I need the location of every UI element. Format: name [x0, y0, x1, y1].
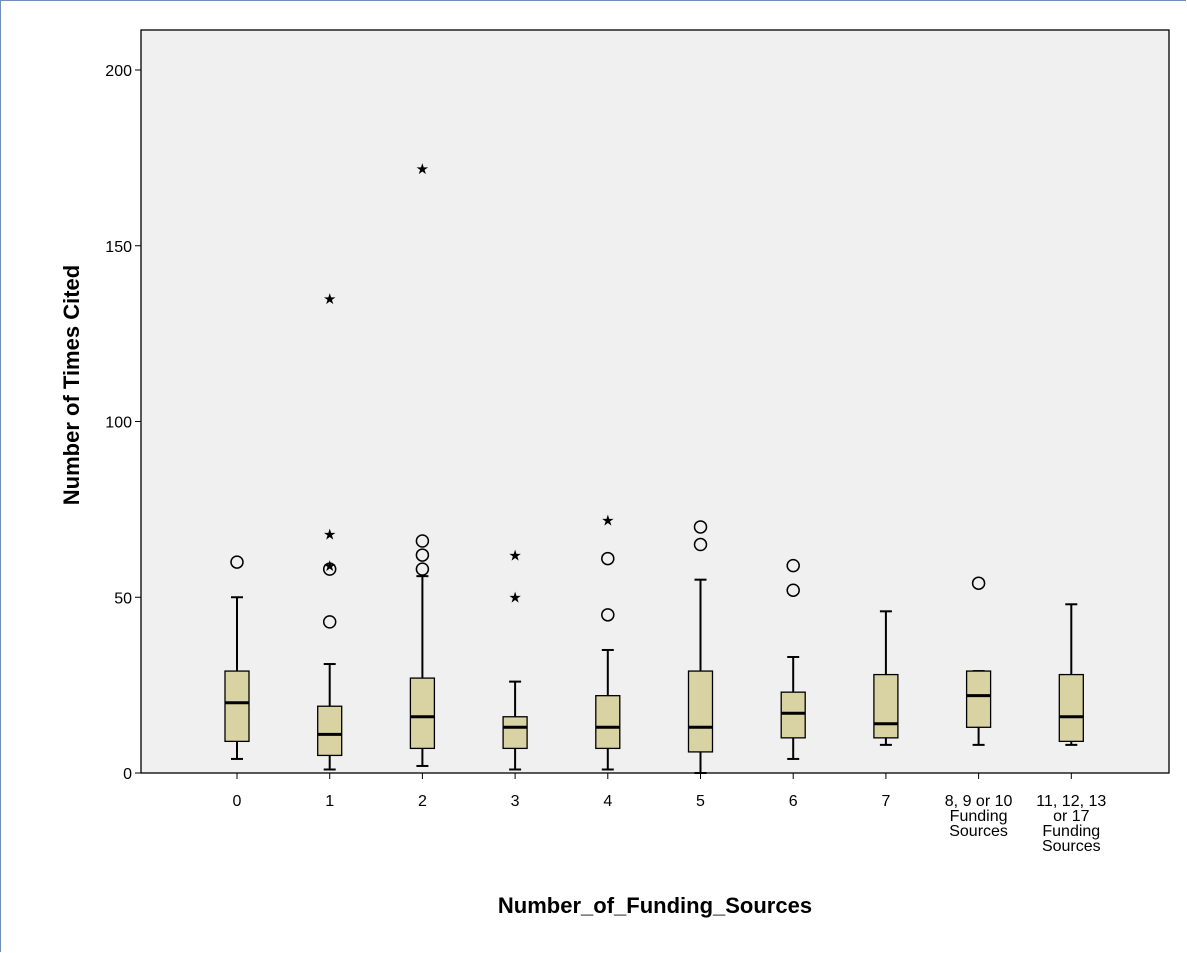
x-tick-label: Sources	[949, 823, 1008, 840]
x-tick-label: or 17	[1053, 808, 1090, 825]
outlier-point	[693, 520, 708, 534]
outlier-point	[322, 615, 337, 629]
box-iqr	[317, 705, 343, 757]
box-iqr	[1058, 673, 1084, 743]
outlier-point	[230, 555, 244, 569]
box-iqr	[780, 691, 806, 739]
box-iqr	[224, 670, 250, 743]
plot-area	[140, 29, 1170, 774]
x-tick-label: 8, 9 or 10	[945, 793, 1013, 810]
outlier-point	[971, 576, 986, 590]
outlier-point	[601, 551, 615, 566]
y-tick-label: 150	[105, 239, 132, 256]
extreme-point: ★	[416, 160, 429, 178]
outlier-point	[322, 562, 337, 576]
box-iqr	[502, 716, 528, 750]
outlier-point	[786, 558, 800, 573]
extreme-point: ★	[323, 290, 336, 308]
extreme-point: ★	[508, 547, 521, 565]
box-iqr	[595, 695, 621, 750]
x-tick-label: 0	[233, 793, 242, 810]
outlier-point	[601, 608, 615, 622]
x-tick-label: 4	[603, 793, 612, 810]
outlier-point	[693, 537, 708, 552]
y-tick-label: 100	[105, 415, 132, 432]
extreme-point: ★	[601, 511, 614, 529]
outlier-point	[786, 583, 800, 597]
box-iqr	[873, 673, 899, 739]
y-tick-label: 50	[114, 590, 132, 607]
x-tick-label: 1	[325, 793, 334, 810]
y-tick-label: 0	[123, 766, 132, 783]
x-tick-label: 5	[696, 793, 705, 810]
extreme-point: ★	[323, 525, 336, 543]
x-tick-label: 3	[511, 793, 520, 810]
extreme-point: ★	[323, 557, 336, 575]
x-tick-label: Sources	[1042, 838, 1101, 855]
box-iqr	[687, 670, 714, 753]
box-iqr	[965, 670, 992, 728]
outlier-point	[415, 562, 430, 576]
x-tick-label: 6	[789, 793, 798, 810]
box-iqr	[409, 677, 436, 750]
x-tick-label: Funding	[950, 808, 1008, 825]
outlier-point	[415, 548, 430, 562]
y-tick-label: 200	[105, 63, 132, 80]
x-tick-label: Funding	[1042, 823, 1100, 840]
y-axis-title: Number of Times Cited	[59, 264, 84, 506]
x-tick-label: 11, 12, 13	[1036, 793, 1106, 810]
outlier-point	[415, 534, 430, 548]
x-tick-label: 7	[881, 793, 890, 810]
x-tick-label: 2	[418, 793, 427, 810]
x-axis-title: Number_of_Funding_Sources	[497, 893, 813, 918]
extreme-point: ★	[508, 589, 521, 607]
